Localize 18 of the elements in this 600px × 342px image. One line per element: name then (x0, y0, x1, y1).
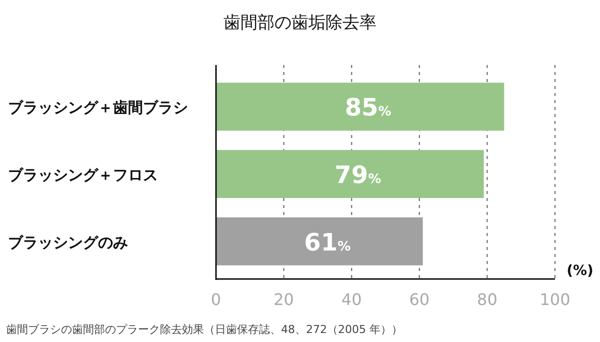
data-label: 61% (304, 228, 351, 256)
data-label: 79% (334, 161, 382, 189)
x-tick-label: 60 (409, 290, 430, 309)
chart-title: 歯間部の歯垢除去率 (224, 13, 376, 33)
x-axis-title: (%) (566, 263, 594, 279)
y-tick-label: ブラッシング＋歯間ブラシ (8, 98, 188, 117)
y-tick-label: ブラッシングのみ (8, 233, 128, 252)
x-tick-label: 80 (477, 290, 498, 309)
text: 歯間ブラシの歯間部のプラーク除去効果（日歯保存誌、48、272（2005 年）） (6, 323, 402, 336)
bar (216, 217, 423, 266)
data-label: 85% (344, 94, 392, 122)
bar (216, 150, 484, 198)
x-tick-label: 0 (210, 290, 222, 309)
x-tick-label: 20 (274, 290, 294, 309)
y-tick-label: ブラッシング＋フロス (8, 166, 158, 184)
x-tick-label: 40 (341, 290, 362, 309)
bar (216, 82, 504, 131)
x-tick-label: 100 (540, 290, 570, 309)
